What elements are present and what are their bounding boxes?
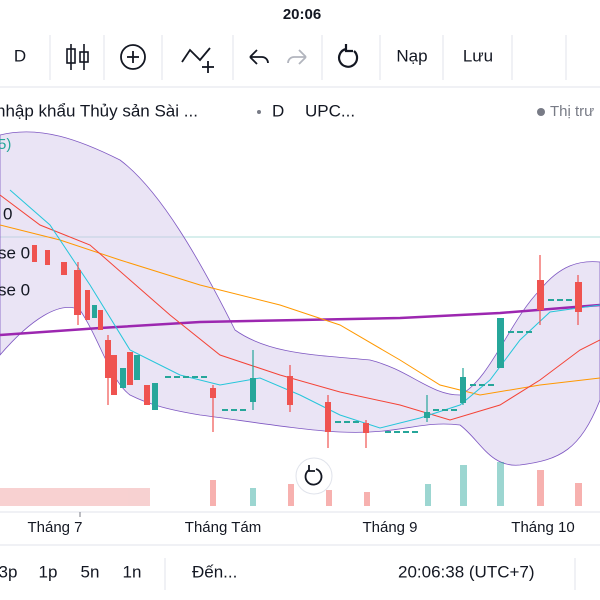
icon-part bbox=[79, 51, 89, 63]
candle-type-button[interactable] bbox=[66, 44, 89, 70]
candle bbox=[460, 377, 466, 403]
volume-bar bbox=[210, 480, 216, 506]
market-status: Thị trư bbox=[550, 103, 594, 120]
market-status-dot bbox=[537, 108, 545, 116]
candle bbox=[497, 318, 504, 368]
candle bbox=[92, 305, 97, 318]
volume-bars bbox=[0, 462, 582, 506]
range-button[interactable]: 1n bbox=[123, 562, 142, 581]
save-button[interactable]: Lưu bbox=[463, 46, 493, 65]
x-tick-label: Tháng 7 bbox=[27, 519, 82, 536]
volume-bar bbox=[288, 484, 294, 506]
range-button[interactable]: 1p bbox=[39, 562, 58, 581]
indicator-legend: 0 bbox=[3, 204, 12, 223]
chart bbox=[0, 131, 600, 506]
candle bbox=[287, 376, 293, 405]
icon-part bbox=[181, 47, 211, 63]
volume-bar bbox=[537, 470, 544, 506]
volume-bar bbox=[250, 488, 256, 506]
candle bbox=[134, 355, 140, 380]
indicator-legend: 5) bbox=[0, 136, 11, 153]
redo-button[interactable] bbox=[287, 49, 307, 65]
candle bbox=[111, 355, 117, 395]
indicator-legend: se 0 bbox=[0, 243, 30, 262]
range-button[interactable]: 3p bbox=[0, 562, 17, 581]
load-button[interactable]: Nạp bbox=[396, 46, 427, 65]
bollinger-band bbox=[0, 131, 600, 466]
scroll-reset-icon bbox=[304, 465, 323, 486]
volume-bar bbox=[326, 490, 332, 506]
candle bbox=[144, 385, 150, 405]
interval-button[interactable]: D bbox=[14, 46, 26, 65]
x-tick-label: Tháng 9 bbox=[362, 519, 417, 536]
indicator-legend: se 0 bbox=[0, 280, 30, 299]
candle bbox=[120, 368, 126, 388]
candles bbox=[32, 245, 582, 448]
goto-button[interactable]: Đến... bbox=[192, 562, 237, 581]
volume-bar bbox=[425, 484, 431, 506]
candle bbox=[424, 412, 430, 418]
legend-interval: D bbox=[272, 101, 284, 120]
candle bbox=[575, 282, 582, 312]
candle bbox=[85, 290, 90, 320]
x-tick-label: Tháng Tám bbox=[185, 519, 261, 536]
moving-average bbox=[0, 194, 600, 421]
candle bbox=[61, 262, 67, 275]
clock[interactable]: 20:06:38 (UTC+7) bbox=[398, 562, 535, 581]
x-tick-label: Tháng 10 bbox=[511, 519, 574, 536]
symbol-name: nhập khẩu Thủy sản Sài ... bbox=[0, 101, 198, 120]
icon-part bbox=[66, 48, 76, 64]
volume-bar bbox=[575, 483, 582, 506]
candle bbox=[152, 383, 158, 410]
candle bbox=[105, 340, 111, 378]
candle bbox=[98, 310, 103, 330]
scroll-reset-button[interactable] bbox=[295, 457, 333, 495]
moving-average bbox=[9, 189, 600, 429]
status-time: 20:06 bbox=[283, 6, 321, 23]
candle bbox=[127, 352, 133, 385]
volume-bar bbox=[497, 462, 504, 506]
candle bbox=[45, 250, 50, 265]
drawing-button[interactable] bbox=[181, 47, 214, 73]
range-button[interactable]: 5n bbox=[81, 562, 100, 581]
candle bbox=[32, 245, 37, 262]
indicator-button[interactable] bbox=[120, 44, 146, 70]
candle bbox=[537, 280, 544, 310]
dot bbox=[257, 110, 261, 114]
candle bbox=[363, 423, 369, 433]
undo-button[interactable] bbox=[249, 49, 269, 65]
volume-bar bbox=[364, 492, 370, 506]
ticker: UPC... bbox=[305, 101, 355, 120]
candle bbox=[74, 270, 81, 315]
reset-button[interactable] bbox=[337, 44, 359, 68]
volume-bar bbox=[0, 488, 150, 506]
candle bbox=[325, 402, 331, 432]
candle bbox=[250, 378, 256, 402]
icon-part bbox=[120, 44, 146, 70]
candle bbox=[210, 388, 216, 398]
volume-bar bbox=[460, 465, 467, 506]
